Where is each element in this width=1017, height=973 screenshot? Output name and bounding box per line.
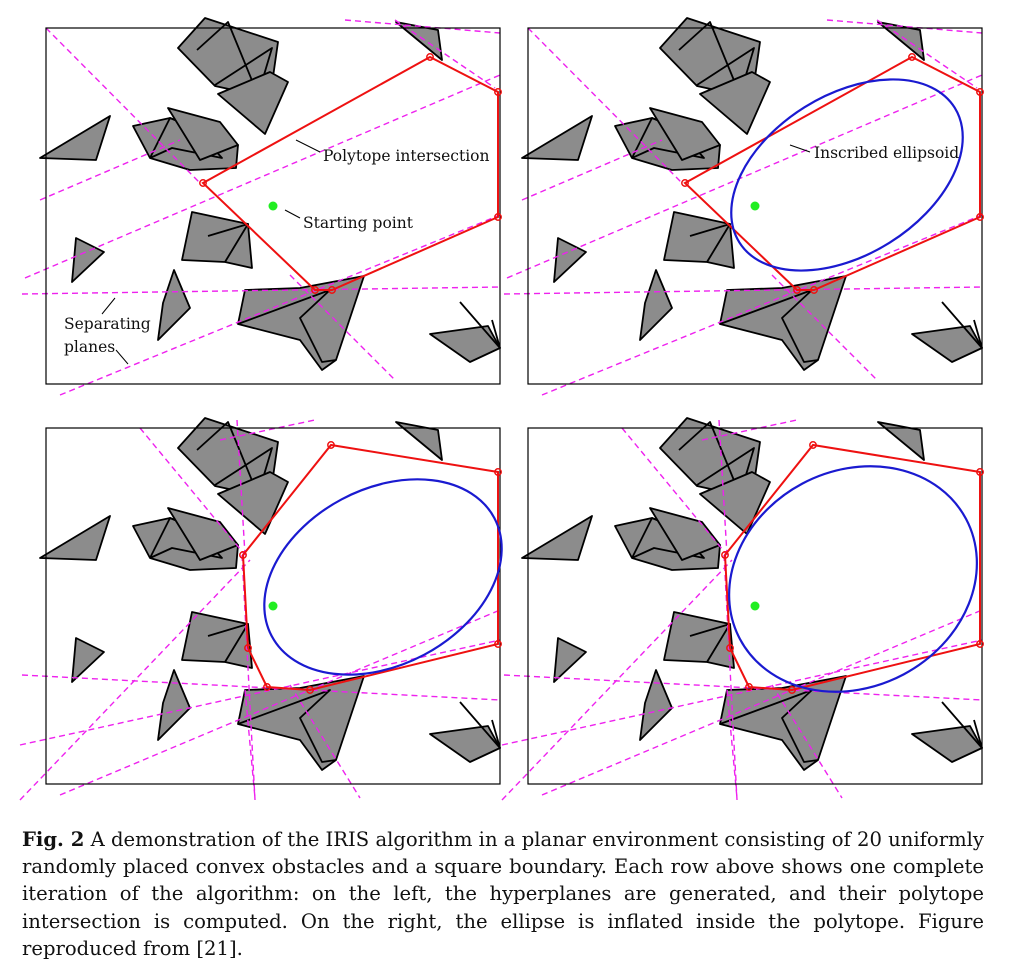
inscribed-ellipse <box>730 78 964 272</box>
boundary <box>527 27 983 385</box>
separating-planes <box>501 419 983 801</box>
label-inscribed-ellipsoid: Inscribed ellipsoid <box>814 144 959 162</box>
starting-point <box>268 601 278 611</box>
separating-planes <box>19 419 501 801</box>
label-polytope-intersection: Polytope intersection <box>323 147 490 165</box>
panel-bottom-left <box>19 417 503 801</box>
separating-planes <box>503 19 983 396</box>
polytope <box>721 441 984 694</box>
starting-point <box>750 201 760 211</box>
panel-top-left: Polytope intersection Starting point Sep… <box>21 17 502 396</box>
figure-caption: Fig. 2 A demonstration of the IRIS algor… <box>22 826 984 962</box>
boundary <box>527 427 983 785</box>
obstacles <box>39 417 501 771</box>
boundary <box>45 27 501 385</box>
polytope <box>681 53 984 294</box>
label-separating-planes-line2: planes <box>64 338 115 356</box>
boundary <box>45 427 501 785</box>
label-starting-point: Starting point <box>303 214 414 232</box>
polytope <box>199 53 502 294</box>
label-separating-planes-line1: Separating <box>64 315 151 333</box>
inscribed-ellipse <box>728 465 978 693</box>
inscribed-ellipse <box>263 478 503 676</box>
obstacles <box>521 17 983 371</box>
polytope <box>239 441 502 694</box>
starting-point <box>750 601 760 611</box>
panel-bottom-right <box>501 417 984 801</box>
obstacles <box>521 417 983 771</box>
separating-planes <box>21 19 501 396</box>
caption-text: A demonstration of the IRIS algorithm in… <box>22 828 984 960</box>
caption-label: Fig. 2 <box>22 828 85 851</box>
starting-point <box>268 201 278 211</box>
panel-top-right: Inscribed ellipsoid <box>503 17 984 396</box>
iris-figure: Polytope intersection Starting point Sep… <box>19 17 984 801</box>
